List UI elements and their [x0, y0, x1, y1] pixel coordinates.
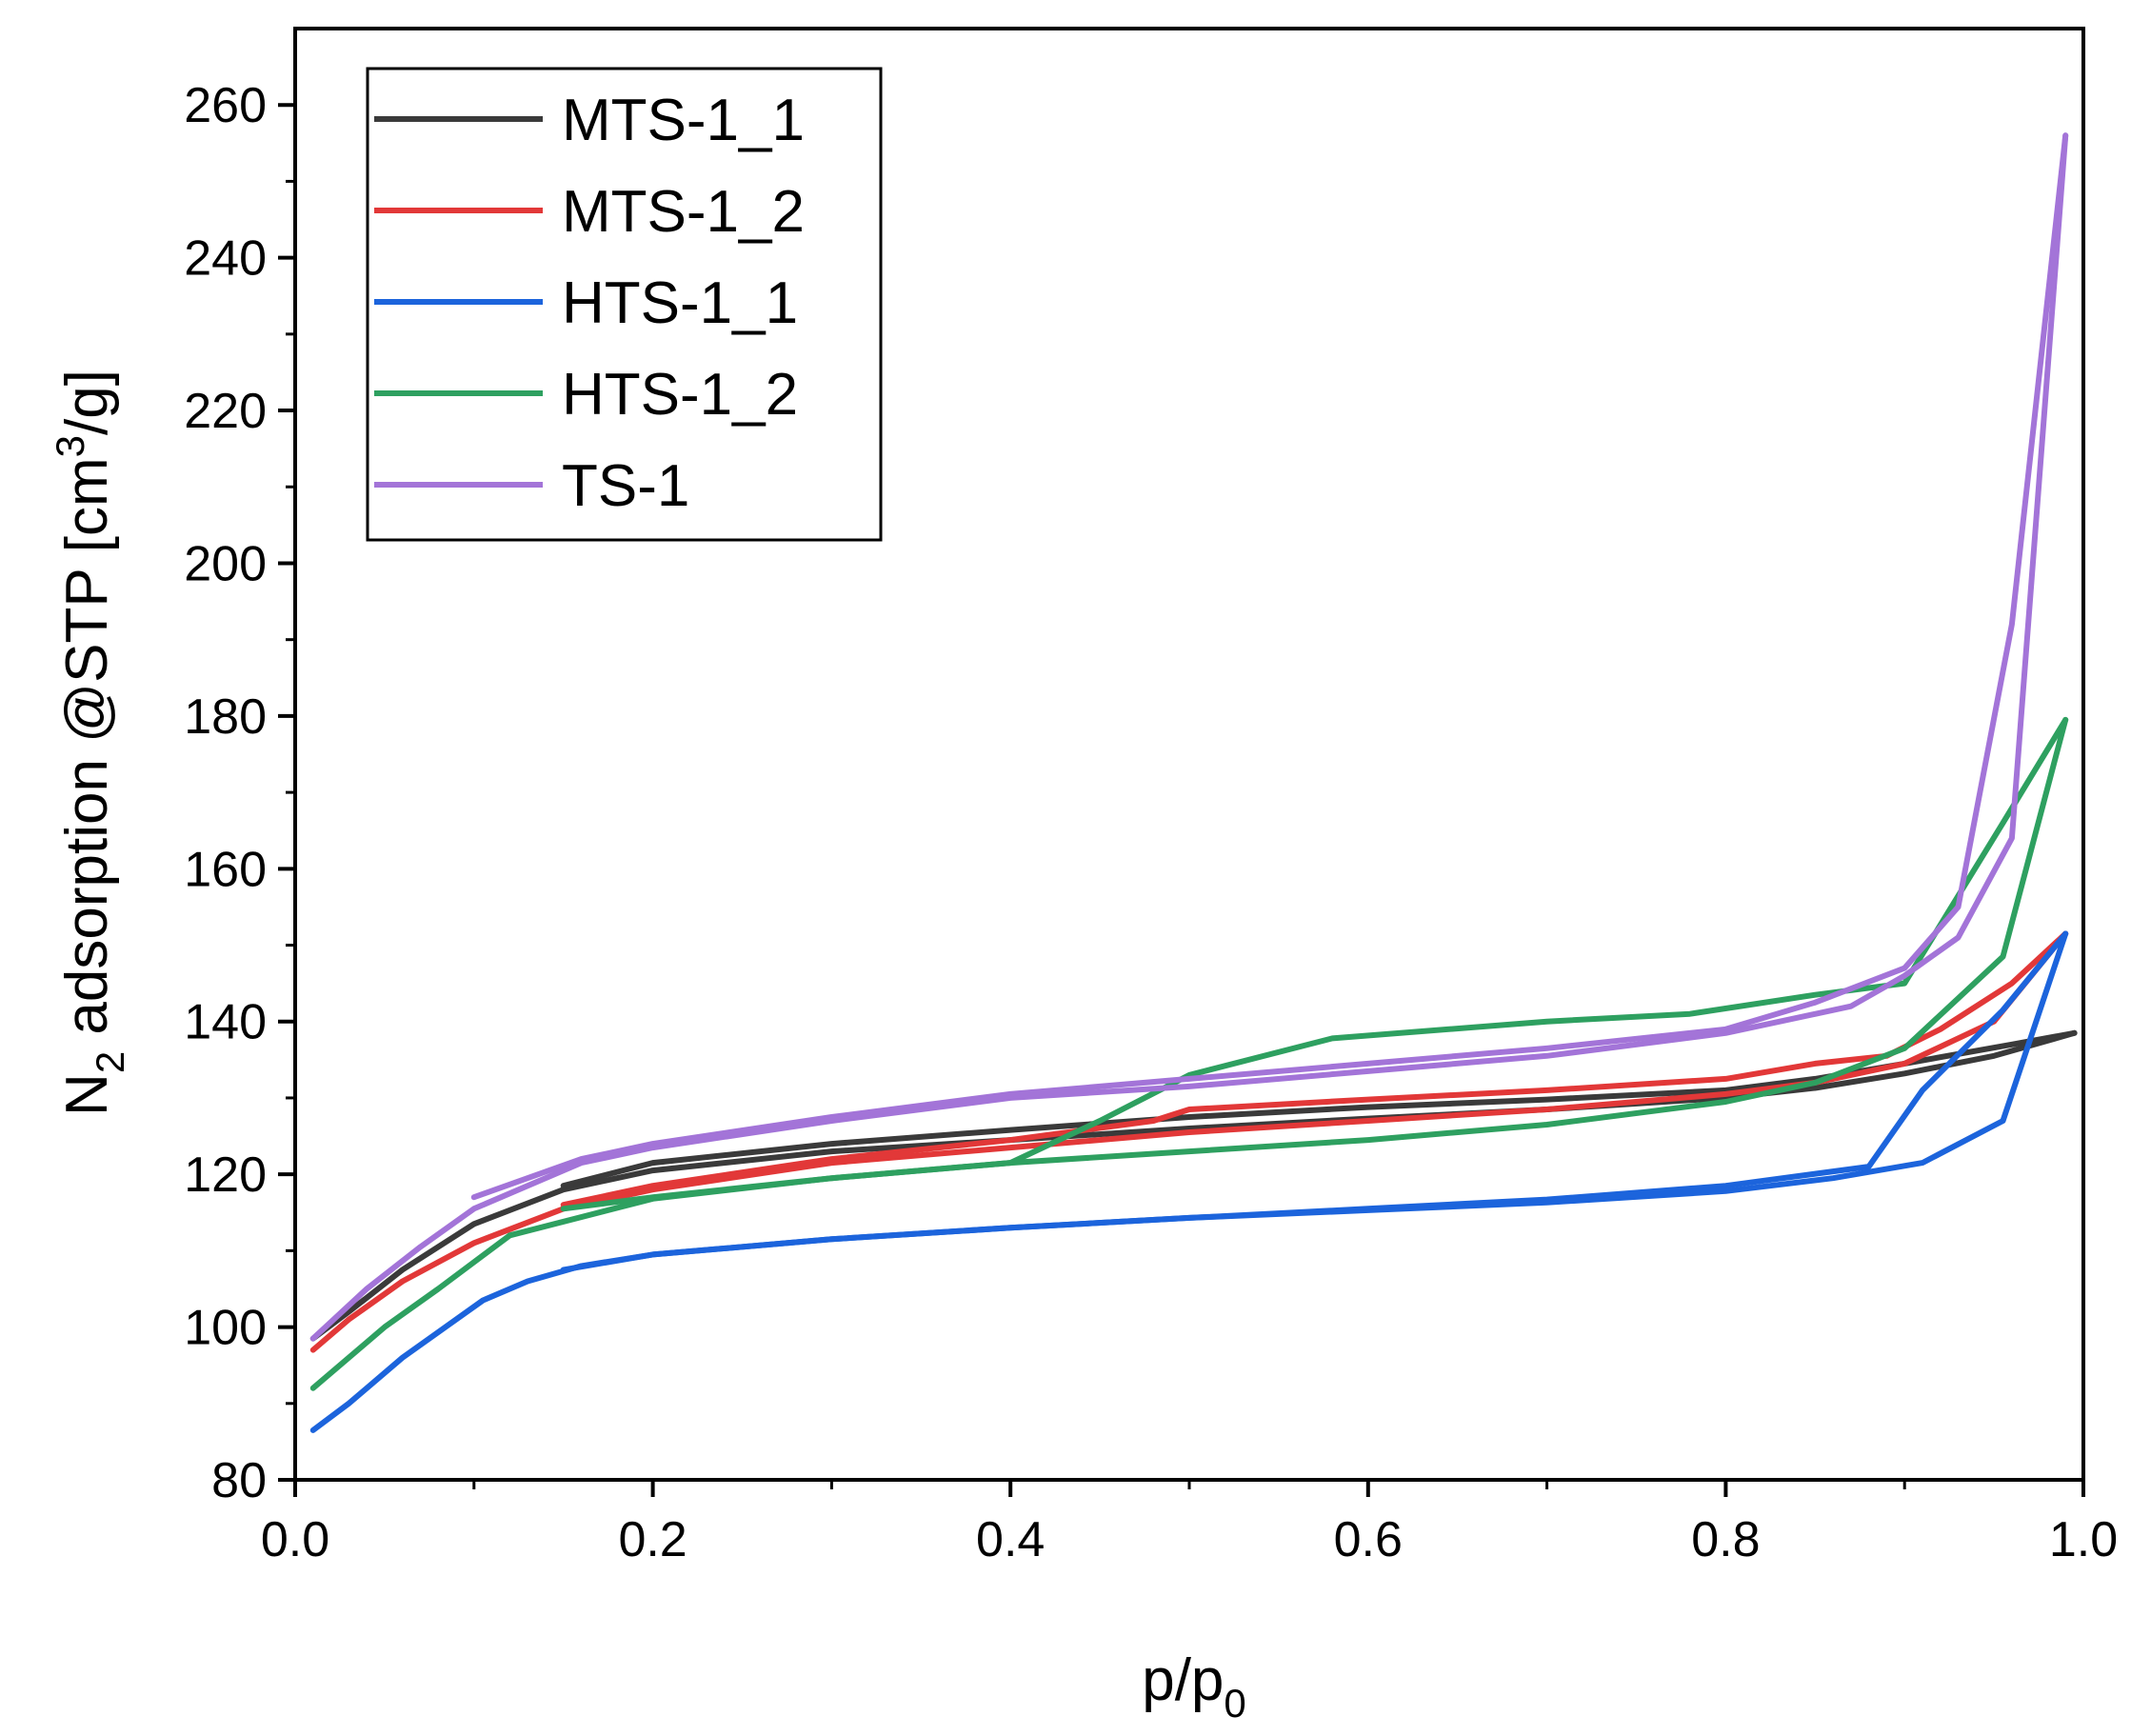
x-axis-title: p/p0: [1142, 1647, 1246, 1726]
y-tick-label: 180: [184, 689, 267, 745]
x-tick-label: 1.0: [2049, 1512, 2118, 1567]
legend-label-hts-1-2: HTS-1_2: [562, 362, 798, 428]
y-axis-title-part2: adsorption @STP [cm: [54, 457, 120, 1050]
y-axis-title-part3: /g]: [54, 369, 120, 435]
y-axis-title-subscript: 2: [88, 1051, 132, 1073]
x-tick-label: 0.4: [976, 1512, 1045, 1567]
x-tick-label: 0.8: [1691, 1512, 1760, 1567]
x-axis: 0.0 0.2 0.4 0.6 0.8 1.0: [261, 1480, 2118, 1567]
y-tick-label: 220: [184, 384, 267, 439]
x-tick-label: 0.6: [1334, 1512, 1403, 1567]
legend-label-hts-1-1: HTS-1_1: [562, 270, 798, 336]
legend: MTS-1_1 MTS-1_2 HTS-1_1 HTS-1_2 TS-1: [366, 67, 883, 542]
y-tick-label: 200: [184, 536, 267, 591]
series-mts-1-2-adsorption-line: [309, 930, 2069, 1353]
legend-label-mts-1-2: MTS-1_2: [562, 179, 805, 245]
legend-label-mts-1-1: MTS-1_1: [562, 88, 805, 153]
series-ts-1-adsorption-line: [309, 132, 2069, 1342]
x-axis-title-subscript: 0: [1224, 1681, 1245, 1726]
y-tick-label: 260: [184, 78, 267, 133]
y-tick-label: 160: [184, 842, 267, 897]
y-tick-label: 120: [184, 1147, 267, 1203]
y-axis-title-superscript: 3: [48, 435, 92, 457]
y-axis-title: N2 adsorption @STP [cm3/g]: [48, 369, 132, 1116]
series-mts-1-1-desorption-line: [560, 1029, 2078, 1189]
series-hts-1-2-desorption-line: [560, 716, 2069, 1212]
y-tick-label: 100: [184, 1301, 267, 1356]
legend-label-ts-1: TS-1: [562, 453, 689, 519]
series-mts-1-2-desorption-line: [560, 930, 2069, 1208]
series-layer: [309, 132, 2078, 1433]
series-hts-1-2-adsorption-line: [309, 716, 2069, 1391]
y-tick-label: 240: [184, 231, 267, 287]
series-hts-1-1-desorption-line: [560, 930, 2069, 1273]
x-axis-title-base: p/p: [1142, 1647, 1224, 1713]
series-ts-1-desorption-line: [470, 132, 2069, 1201]
x-tick-label: 0.0: [261, 1512, 329, 1567]
y-tick-label: 140: [184, 995, 267, 1050]
series-mts-1-1-adsorption-line: [309, 1029, 2078, 1342]
y-axis: 80 100 120 140 160 180 200 220 240 260: [184, 78, 295, 1508]
y-tick-label: 80: [211, 1453, 267, 1508]
x-tick-label: 0.2: [618, 1512, 687, 1567]
y-axis-title-part1: N: [54, 1073, 120, 1116]
